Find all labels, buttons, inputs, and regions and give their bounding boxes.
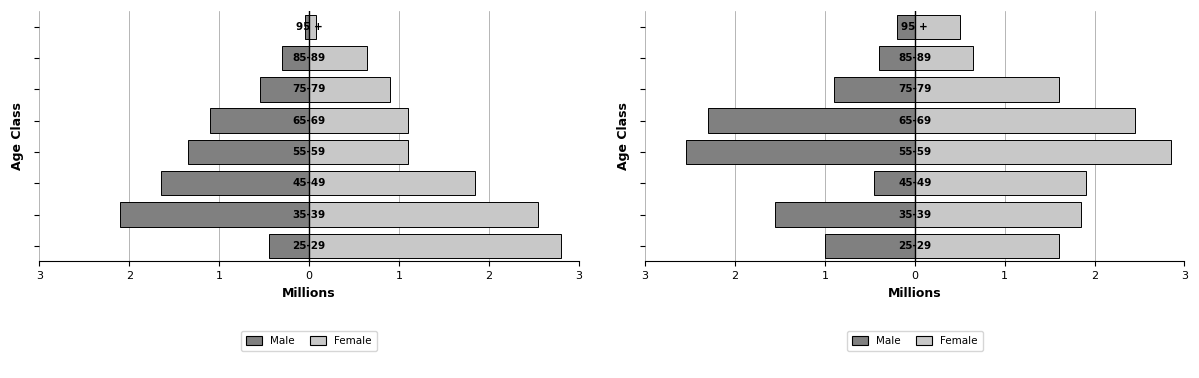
Bar <box>915 46 974 70</box>
Y-axis label: Age Class: Age Class <box>11 102 24 170</box>
Text: 25-29: 25-29 <box>293 241 326 251</box>
Bar <box>915 77 1059 102</box>
Bar <box>282 46 309 70</box>
Bar <box>309 108 408 133</box>
Text: 75-79: 75-79 <box>898 84 932 94</box>
Bar <box>709 108 915 133</box>
Bar <box>915 234 1059 258</box>
Bar <box>120 202 309 227</box>
Text: 25-29: 25-29 <box>898 241 932 251</box>
Bar <box>897 15 915 39</box>
Bar <box>161 171 309 195</box>
Bar <box>915 171 1085 195</box>
Text: 45-49: 45-49 <box>293 178 326 188</box>
Bar <box>874 171 915 195</box>
Bar <box>259 77 309 102</box>
Text: 95 +: 95 + <box>296 22 323 32</box>
Bar <box>776 202 915 227</box>
Bar <box>686 140 915 164</box>
Text: 85-89: 85-89 <box>293 53 326 63</box>
Bar <box>309 202 538 227</box>
Bar <box>305 15 309 39</box>
Text: 35-39: 35-39 <box>898 209 932 220</box>
X-axis label: Millions: Millions <box>282 287 336 300</box>
Bar <box>915 202 1081 227</box>
Text: 55-59: 55-59 <box>293 147 326 157</box>
Legend: Male, Female: Male, Female <box>241 331 376 352</box>
Text: 95 +: 95 + <box>902 22 928 32</box>
Text: 85-89: 85-89 <box>898 53 932 63</box>
Bar <box>309 77 390 102</box>
Bar <box>915 15 959 39</box>
Bar <box>833 77 915 102</box>
X-axis label: Millions: Millions <box>888 287 941 300</box>
Bar <box>915 108 1135 133</box>
Bar <box>269 234 309 258</box>
Bar <box>309 234 561 258</box>
Text: 65-69: 65-69 <box>293 116 326 125</box>
Text: 55-59: 55-59 <box>898 147 932 157</box>
Bar <box>309 140 408 164</box>
Text: 75-79: 75-79 <box>293 84 326 94</box>
Text: 35-39: 35-39 <box>293 209 326 220</box>
Legend: Male, Female: Male, Female <box>846 331 983 352</box>
Bar <box>309 171 475 195</box>
Y-axis label: Age Class: Age Class <box>616 102 629 170</box>
Bar <box>915 140 1171 164</box>
Text: 65-69: 65-69 <box>898 116 932 125</box>
Text: 45-49: 45-49 <box>898 178 932 188</box>
Bar <box>188 140 309 164</box>
Bar <box>309 15 317 39</box>
Bar <box>879 46 915 70</box>
Bar <box>309 46 367 70</box>
Bar <box>210 108 309 133</box>
Bar <box>825 234 915 258</box>
